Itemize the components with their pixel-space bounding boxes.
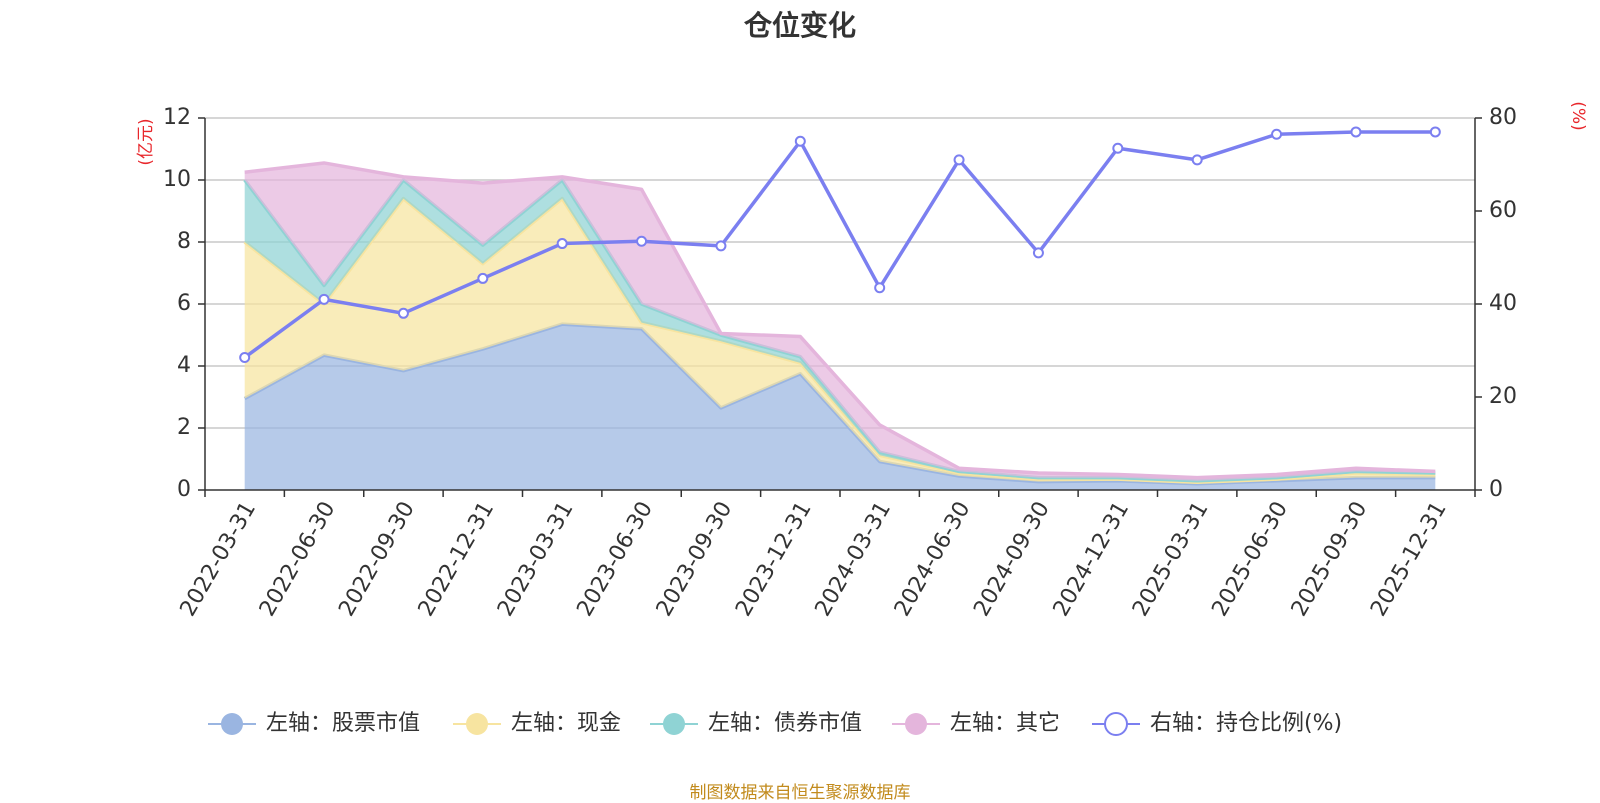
ratio-point [794, 135, 806, 147]
right-axis-tick-label: 60 [1489, 198, 1517, 223]
chart-title: 仓位变化 [743, 9, 856, 42]
x-axis-tick-label: 2022-09-30 [334, 498, 420, 621]
right-axis-tick-label: 0 [1489, 477, 1503, 502]
left-axis-unit: (亿元) [136, 118, 156, 165]
legend-marker-icon [466, 713, 488, 735]
legend-marker-icon [663, 713, 685, 735]
x-axis-tick-label: 2025-09-30 [1287, 498, 1373, 621]
ratio-point [1032, 247, 1044, 259]
x-axis-tick-label: 2023-09-30 [652, 498, 738, 621]
legend-label: 右轴：持仓比例(%) [1150, 711, 1342, 736]
x-axis-tick-label: 2025-03-31 [1128, 498, 1214, 621]
ratio-point [953, 154, 965, 166]
right-axis-tick-label: 40 [1489, 291, 1517, 316]
x-axis-tick-label: 2024-09-30 [969, 498, 1055, 621]
ratio-point [636, 235, 648, 247]
x-axis-tick-label: 2023-03-31 [493, 498, 579, 621]
legend-item[interactable]: 左轴：现金 [453, 711, 621, 736]
legend-marker-icon [905, 713, 927, 735]
stacked-areas [243, 161, 1436, 490]
right-axis-unit: (%) [1568, 101, 1588, 130]
legend-item[interactable]: 右轴：持仓比例(%) [1092, 711, 1342, 736]
ratio-point [556, 238, 568, 250]
area-edge [244, 161, 1436, 480]
right-axis-tick-label: 80 [1489, 105, 1517, 130]
ratio-point [715, 240, 727, 252]
x-axis-tick-label: 2022-06-30 [255, 498, 341, 621]
left-axis-tick-label: 10 [163, 167, 191, 192]
left-axis-tick-label: 12 [163, 105, 191, 130]
ratio-point [1112, 142, 1124, 154]
ratio-point [239, 351, 251, 363]
ratio-point [1191, 154, 1203, 166]
area-e4b5dc [244, 162, 1436, 481]
data-source-footer: 制图数据来自恒生聚源数据库 [689, 783, 911, 803]
x-axis-tick-label: 2023-06-30 [572, 498, 658, 621]
ratio-line-layer [239, 126, 1441, 363]
ratio-point [318, 293, 330, 305]
right-axis-tick-label: 20 [1489, 384, 1517, 409]
ratio-point [397, 307, 409, 319]
ratio-line [243, 130, 1436, 359]
legend-label: 左轴：债券市值 [708, 711, 862, 736]
x-axis-tick-label: 2025-12-31 [1366, 498, 1452, 621]
legend-item[interactable]: 左轴：股票市值 [208, 711, 420, 736]
legend-marker-icon [1104, 712, 1128, 736]
left-axis-tick-label: 8 [177, 229, 191, 254]
ratio-point [477, 272, 489, 284]
ratio-point [874, 282, 886, 294]
area-f7e4a0 [244, 198, 1436, 484]
left-axis-tick-label: 0 [177, 477, 191, 502]
legend-item[interactable]: 左轴：债券市值 [650, 711, 862, 736]
x-axis-tick-label: 2024-03-31 [810, 498, 896, 621]
x-axis-tick-label: 2023-12-31 [731, 498, 817, 621]
legend[interactable]: 左轴：股票市值 左轴：现金 左轴：债券市值 左轴：其它 右轴：持仓比例(%) [208, 711, 1342, 736]
x-axis-tick-label: 2024-12-31 [1049, 498, 1135, 621]
ratio-point [1271, 128, 1283, 140]
legend-label: 左轴：现金 [511, 711, 621, 736]
left-axis-tick-label: 4 [177, 353, 191, 378]
x-axis-tick-label: 2025-06-30 [1207, 498, 1293, 621]
ratio-point [1350, 126, 1362, 138]
ratio-point [1429, 126, 1441, 138]
legend-label: 左轴：其它 [950, 711, 1060, 736]
left-axis-tick-label: 2 [177, 415, 191, 440]
legend-label: 左轴：股票市值 [266, 711, 420, 736]
legend-item[interactable]: 左轴：其它 [892, 711, 1060, 736]
legend-marker-icon [221, 713, 243, 735]
x-axis-tick-label: 2022-12-31 [414, 498, 500, 621]
x-axis-tick-label: 2022-03-31 [175, 498, 261, 621]
area-9ab5e1 [244, 324, 1436, 490]
left-axis-tick-label: 6 [177, 291, 191, 316]
x-axis-tick-label: 2024-06-30 [890, 498, 976, 621]
